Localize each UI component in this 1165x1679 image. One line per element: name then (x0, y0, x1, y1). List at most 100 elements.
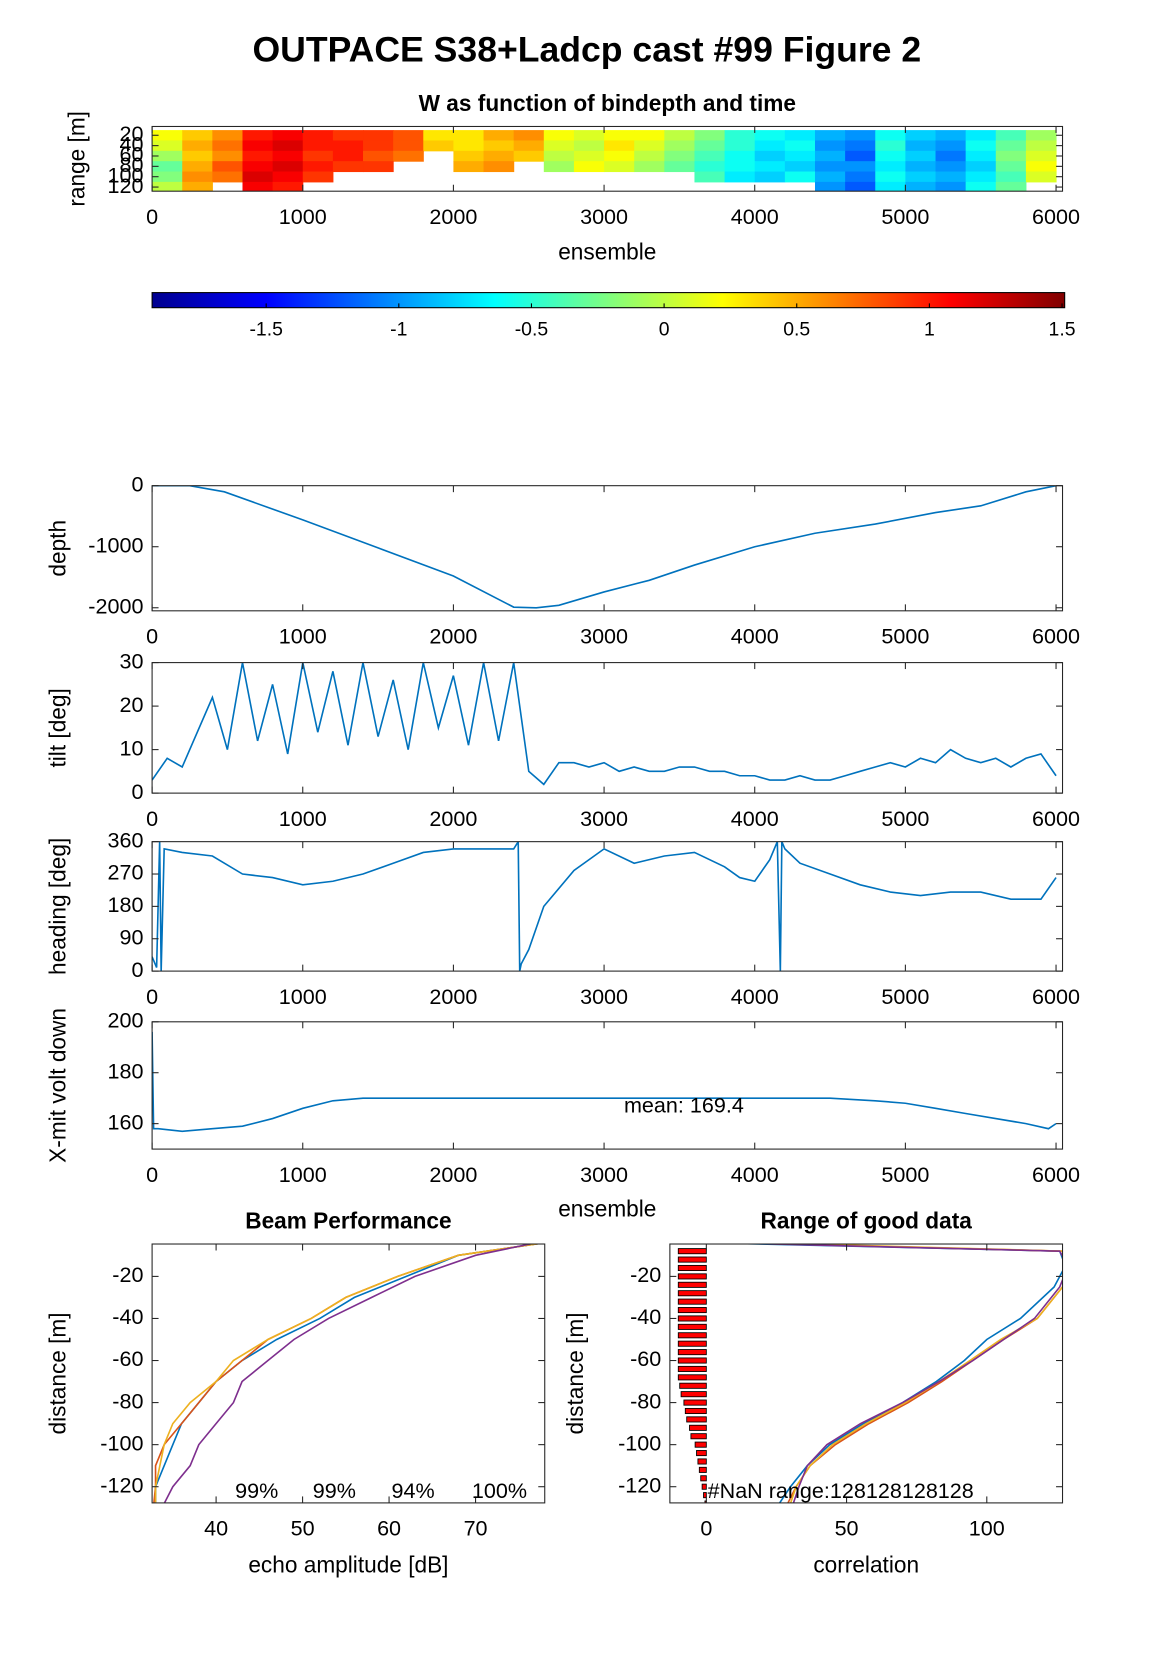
y-tick-label: 180 (107, 892, 143, 917)
bar (683, 1399, 707, 1406)
heat-cell (242, 130, 274, 141)
heat-cell (905, 150, 937, 162)
series-line (739, 1244, 1063, 1503)
heat-cell (242, 161, 274, 173)
y-tick-label: -80 (630, 1388, 661, 1413)
bar (677, 1281, 707, 1288)
annotation: 94% (392, 1478, 435, 1503)
heat-cell (363, 130, 394, 141)
x-tick-label: 2000 (429, 984, 477, 1009)
y-tick-label: 0 (131, 779, 143, 804)
series-line (152, 485, 1057, 609)
colorbar-tick-label: -1.5 (249, 318, 282, 340)
axes-box (151, 485, 1064, 612)
x-tick-label: 5000 (881, 623, 929, 648)
axes-box (151, 841, 1064, 972)
heat-cell (212, 161, 244, 173)
heat-cell (242, 150, 274, 162)
heat-cell (543, 150, 575, 162)
annotation: 99% (235, 1478, 278, 1503)
annotation: mean: 169.4 (624, 1093, 744, 1118)
x-tick-label: 0 (146, 806, 158, 831)
heat-cell (272, 161, 304, 173)
heat-cell (1025, 140, 1057, 152)
series-line (163, 1244, 534, 1503)
x-tick-label: 5000 (881, 1162, 929, 1187)
bar (697, 1458, 707, 1465)
heat-cell (724, 150, 756, 162)
x-tick-label: 50 (835, 1516, 859, 1541)
heat-cell (152, 181, 183, 192)
y-tick-label: 270 (107, 860, 143, 885)
series-line (152, 841, 1057, 972)
heat-cell (332, 161, 364, 173)
heat-cell (814, 140, 846, 152)
heat-cell (182, 181, 213, 192)
y-tick-label: 60 (119, 142, 143, 167)
x-tick-label: 70 (464, 1516, 488, 1541)
plot-area (153, 1244, 542, 1503)
y-tick-label: 0 (131, 957, 143, 982)
axes-box (151, 1243, 546, 1504)
x-tick-label: 1000 (279, 623, 327, 648)
x-tick-label: 6000 (1032, 204, 1080, 229)
y-axis-label: heading [deg] (44, 838, 70, 975)
heat-cell (152, 161, 183, 173)
heat-cell (604, 161, 635, 173)
heat-cell (272, 130, 304, 141)
heat-cell (152, 140, 183, 152)
heat-cell (272, 181, 304, 192)
heat-cell (784, 150, 816, 162)
bar (690, 1433, 707, 1440)
y-tick-label: -60 (112, 1346, 143, 1371)
bar (704, 1500, 707, 1503)
axes-box (151, 125, 1064, 192)
heat-cell (212, 140, 244, 152)
y-tick-label: 160 (107, 1109, 143, 1134)
y-tick-label: -1000 (88, 532, 143, 557)
y-tick-label: -120 (618, 1472, 661, 1497)
heat-cell (875, 130, 906, 141)
bar (700, 1475, 707, 1482)
heat-cell (845, 150, 876, 162)
heat-cell (302, 150, 334, 162)
y-tick-label: 0 (131, 471, 143, 496)
heat-cell (965, 161, 997, 173)
heat-cell (995, 140, 1027, 152)
heat-cell (302, 161, 334, 173)
y-axis-label: tilt [deg] (44, 688, 70, 767)
heat-cell (935, 171, 967, 183)
series-line (154, 1244, 542, 1503)
x-tick-label: 0 (146, 1162, 158, 1187)
heat-cell (513, 150, 545, 162)
y-tick-label: 100 (107, 162, 143, 187)
bar (677, 1315, 707, 1322)
heat-cell (543, 130, 575, 141)
plot-area (677, 1244, 1063, 1503)
x-tick-label: 3000 (580, 984, 628, 1009)
x-tick-label: 6000 (1032, 806, 1080, 831)
heat-cell (393, 150, 424, 162)
heat-cell (363, 150, 394, 162)
x-tick-label: 4000 (731, 204, 779, 229)
heat-cell (363, 161, 394, 173)
colorbar (151, 292, 1066, 309)
heat-cell (182, 161, 213, 173)
y-axis-label: range [m] (64, 111, 90, 207)
bar (696, 1450, 707, 1457)
heat-cell (694, 161, 726, 173)
heat-cell (845, 171, 876, 183)
heat-cell (543, 161, 575, 173)
colorbar-tick-label: 1.5 (1049, 318, 1076, 340)
heat-cell (1025, 130, 1057, 141)
heat-cell (965, 150, 997, 162)
heat-cell (784, 140, 816, 152)
heat-cell (272, 171, 304, 183)
heat-cell (995, 150, 1027, 162)
heat-cell (483, 161, 515, 173)
bar (677, 1349, 707, 1356)
heat-cell (453, 140, 485, 152)
bar (677, 1332, 707, 1339)
colorbar-tick-label: 0 (659, 318, 670, 340)
